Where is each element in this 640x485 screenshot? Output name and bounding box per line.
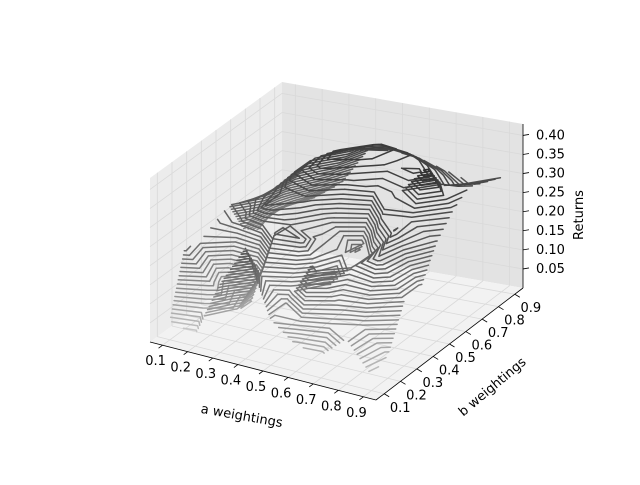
y-tick-mark	[432, 356, 439, 360]
back-gridline-z	[281, 112, 524, 155]
contour-level	[316, 144, 442, 196]
z-axis-label: Returns	[572, 190, 587, 240]
x-tick-label: 0.5	[246, 380, 267, 395]
x-tick-label: 0.4	[221, 374, 242, 389]
z-tick-mark	[522, 191, 530, 194]
x-tick-mark	[334, 390, 339, 394]
z-tick-mark	[522, 248, 530, 251]
y-tick-mark	[400, 380, 406, 385]
x-tick-label: 0.9	[346, 406, 367, 421]
x-tick-mark	[208, 357, 214, 362]
y-tick-label: 0.2	[406, 388, 427, 403]
floor-gridline-y	[259, 261, 499, 308]
floor-gridline-y	[201, 304, 434, 357]
contour-level	[300, 147, 474, 205]
floor-gridline-y	[245, 272, 483, 320]
tick-labels: 0.1 0.2 0.3 0.4 0.5 0.6 0.7 0.8 0.9 0.10.20.30.40…	[145, 128, 565, 420]
x-tick-mark	[283, 377, 289, 381]
left-gridline-z	[149, 150, 283, 247]
contour-level	[264, 152, 502, 239]
y-tick-mark	[416, 368, 423, 373]
z-tick-label: 0.20	[536, 205, 565, 220]
floor-gridline-y	[157, 336, 385, 395]
z-tick-mark	[522, 134, 530, 136]
back-gridline-z	[281, 150, 524, 194]
z-tick-mark	[522, 210, 530, 213]
z-tick-label: 0.05	[536, 262, 565, 277]
contour-level	[413, 174, 438, 187]
y-tick-mark	[481, 318, 488, 323]
x-tick-label: 0.3	[195, 367, 216, 382]
left-gridline-z	[149, 169, 283, 267]
floor-pane	[150, 246, 523, 400]
y-tick-label: 0.7	[488, 326, 509, 341]
y-tick-label: 0.4	[439, 363, 460, 378]
floor-gridline-y	[171, 325, 401, 382]
left-gridline-z	[149, 93, 283, 190]
left-gridline-z	[149, 112, 283, 209]
z-tick-label: 0.35	[536, 148, 565, 163]
contour-level	[171, 321, 380, 373]
contour-level	[210, 180, 430, 283]
contour-lines	[169, 143, 502, 373]
left-gridline-z	[149, 131, 283, 228]
y-tick-label: 0.8	[504, 314, 525, 329]
z-tick-label: 0.30	[536, 167, 565, 182]
x-axis-label: a weightings	[200, 402, 284, 431]
y-tick-mark	[383, 393, 390, 398]
left-gridline-z	[149, 226, 283, 324]
z-tick-mark	[522, 172, 530, 174]
contour-level	[416, 172, 435, 182]
x-tick-mark	[359, 396, 364, 401]
x-tick-mark	[158, 344, 163, 349]
x-tick-label: 0.7	[296, 393, 317, 408]
z-tick-mark	[522, 229, 530, 232]
y-tick-mark	[514, 293, 521, 298]
back-gridline-z	[281, 93, 524, 136]
z-tick-label: 0.25	[536, 186, 565, 201]
contour-level	[419, 170, 433, 178]
contour-level	[422, 168, 430, 173]
contour-level	[182, 327, 198, 333]
z-tick-mark	[522, 267, 530, 270]
contour-level	[170, 312, 390, 364]
x-tick-label: 0.2	[170, 361, 191, 376]
y-tick-label: 0.5	[455, 351, 476, 366]
x-tick-mark	[233, 364, 239, 368]
y-tick-mark	[498, 306, 504, 311]
x-tick-label: 0.8	[321, 399, 342, 414]
floor-gridline-y	[186, 314, 417, 370]
z-tick-label: 0.15	[536, 224, 565, 239]
x-tick-label: 0.1	[145, 354, 166, 369]
x-tick-mark	[258, 370, 264, 375]
floor-gridline-y	[230, 282, 466, 332]
x-tick-mark	[183, 351, 188, 355]
x-tick-label: 0.6	[271, 386, 292, 401]
z-tick-label: 0.40	[536, 128, 565, 143]
y-tick-mark	[449, 343, 455, 348]
z-tick-mark	[522, 153, 530, 155]
contour-level	[242, 158, 485, 254]
contour-level	[169, 316, 387, 368]
y-tick-label: 0.3	[422, 376, 443, 391]
y-tick-label: 0.1	[390, 401, 411, 416]
x-tick-mark	[308, 383, 314, 388]
contour-level	[223, 174, 433, 275]
y-tick-label: 0.6	[471, 339, 492, 354]
contour-level	[326, 143, 440, 191]
z-tick-label: 0.10	[536, 243, 565, 258]
y-tick-mark	[465, 331, 472, 335]
y-tick-label: 0.9	[520, 301, 541, 316]
